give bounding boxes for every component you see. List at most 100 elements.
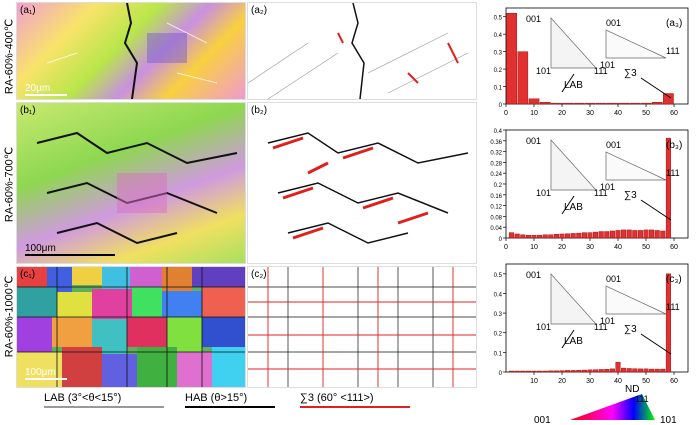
hist-bar [609, 368, 615, 373]
ipf-nd: ND [625, 384, 639, 395]
hist-bar [595, 102, 607, 105]
x-tick-label: 60 [670, 244, 678, 251]
legend-s3: ∑3 (60° <111>) [300, 392, 410, 408]
inset-001-b: 001 [606, 140, 621, 150]
hist-bar [604, 369, 610, 373]
hist-bar [587, 369, 593, 373]
ipf-101: 101 [660, 415, 677, 425]
hist-bar [618, 102, 629, 105]
inset-101-a: 101 [536, 188, 551, 198]
inset-111-a: 111 [594, 188, 608, 198]
hist-bar [517, 51, 529, 105]
gb-map-b: (b₂) [247, 102, 477, 264]
lab-arrow [561, 73, 575, 93]
hist-panel-label: (b₃) [666, 140, 682, 151]
y-tick-label: 0.1 [494, 86, 503, 92]
hist-bar [531, 235, 537, 239]
x-tick-label: 30 [586, 378, 594, 385]
x-tick-label: 10 [530, 378, 538, 385]
panel-label-b1: (b₁) [20, 105, 36, 116]
hist-bar [576, 232, 582, 239]
y-tick-label: 0.3 [494, 312, 503, 318]
hist-bar [665, 137, 671, 239]
hist-bar [654, 368, 660, 373]
hist-bar [520, 234, 526, 239]
hist-bar [593, 369, 599, 373]
inset-ipf-s3 [605, 29, 667, 59]
gb-map-a: (a₂) [247, 2, 477, 100]
hist-bar [598, 369, 604, 373]
hist-bar [528, 98, 540, 105]
inset-101-a: 101 [536, 322, 551, 332]
hist-bar [654, 230, 660, 239]
lab-annotation: LAB [564, 336, 583, 347]
y-tick-label: 0.2 [494, 68, 503, 74]
s3-arrow [640, 77, 672, 99]
s3-arrow [640, 333, 672, 355]
ipf-111: 111 [635, 394, 649, 404]
inset-111-b: 111 [666, 302, 680, 312]
y-tick-label: 0.12 [490, 205, 502, 211]
hist-bar [660, 368, 666, 373]
ebsd-map-a: (a₁) 20μm [16, 2, 246, 100]
hist-bar [637, 230, 643, 239]
y-tick-label: 0.32 [490, 151, 502, 157]
hist-bar [609, 230, 615, 239]
ipf-001: 001 [534, 415, 551, 425]
x-tick-label: 20 [558, 378, 566, 385]
histogram-b: 0 0.04 0.08 0.12 0.16 0.2 0.24 0.28 0.32 0.36 0.4 0… [490, 129, 689, 251]
inset-111-a: 111 [594, 66, 608, 76]
ebsd-grain-mosaic-c [17, 267, 245, 387]
hist-bar [649, 229, 655, 239]
hist-bar [663, 93, 674, 105]
y-tick-label: 0.4 [494, 292, 503, 298]
scale-bar-a: 20μm [25, 83, 67, 96]
gb-lines-a [248, 3, 469, 99]
hist-bar [539, 102, 551, 105]
plot-frame [505, 129, 689, 239]
hist-panel-label: (c₃) [666, 274, 682, 285]
hist-bar [615, 361, 621, 373]
hist-bar [584, 102, 596, 105]
hist-bar [660, 230, 666, 239]
hist-bar [562, 102, 573, 105]
hist-bar [576, 370, 582, 373]
s3-arrow [640, 199, 672, 221]
inset-ipf-lab [550, 273, 597, 325]
hist-bar [525, 370, 531, 373]
hist-bar [643, 368, 649, 373]
x-tick-label: 60 [670, 110, 678, 117]
hist-bar [525, 235, 531, 239]
inset-111-a: 111 [594, 322, 608, 332]
hist-bar [570, 233, 576, 239]
hist-bar [565, 370, 571, 373]
inset-ipf-lab [550, 17, 597, 69]
hist-bar [509, 370, 515, 373]
y-tick-label: 0.2 [494, 183, 503, 189]
hist-bar [643, 229, 649, 239]
lab-annotation: LAB [564, 80, 583, 91]
hist-bar [632, 230, 638, 239]
hist-bar [573, 102, 585, 105]
panel-label-a1: (a₁) [20, 5, 36, 16]
inset-101-b: 101 [600, 316, 615, 326]
x-tick-label: 20 [558, 110, 566, 117]
y-tick-label: 0.04 [490, 226, 502, 232]
s3-annotation: ∑3 [624, 68, 637, 79]
legend-lab: LAB (3°<θ<15°) [44, 392, 164, 408]
hist-bar [626, 229, 632, 239]
y-tick-label: 0.4 [494, 129, 503, 135]
x-tick-label: 40 [614, 378, 622, 385]
x-tick-label: 60 [670, 378, 678, 385]
hist-bar [637, 368, 643, 373]
inset-ipf-s3 [605, 285, 667, 315]
hist-bar [607, 102, 618, 105]
y-tick-label: 0.2 [494, 332, 503, 338]
hist-bar [514, 370, 520, 373]
lab-arrow [561, 195, 575, 215]
hist-bar [665, 273, 671, 373]
hist-bar [593, 231, 599, 239]
x-tick-label: 40 [614, 110, 622, 117]
hist-bar [651, 102, 663, 105]
